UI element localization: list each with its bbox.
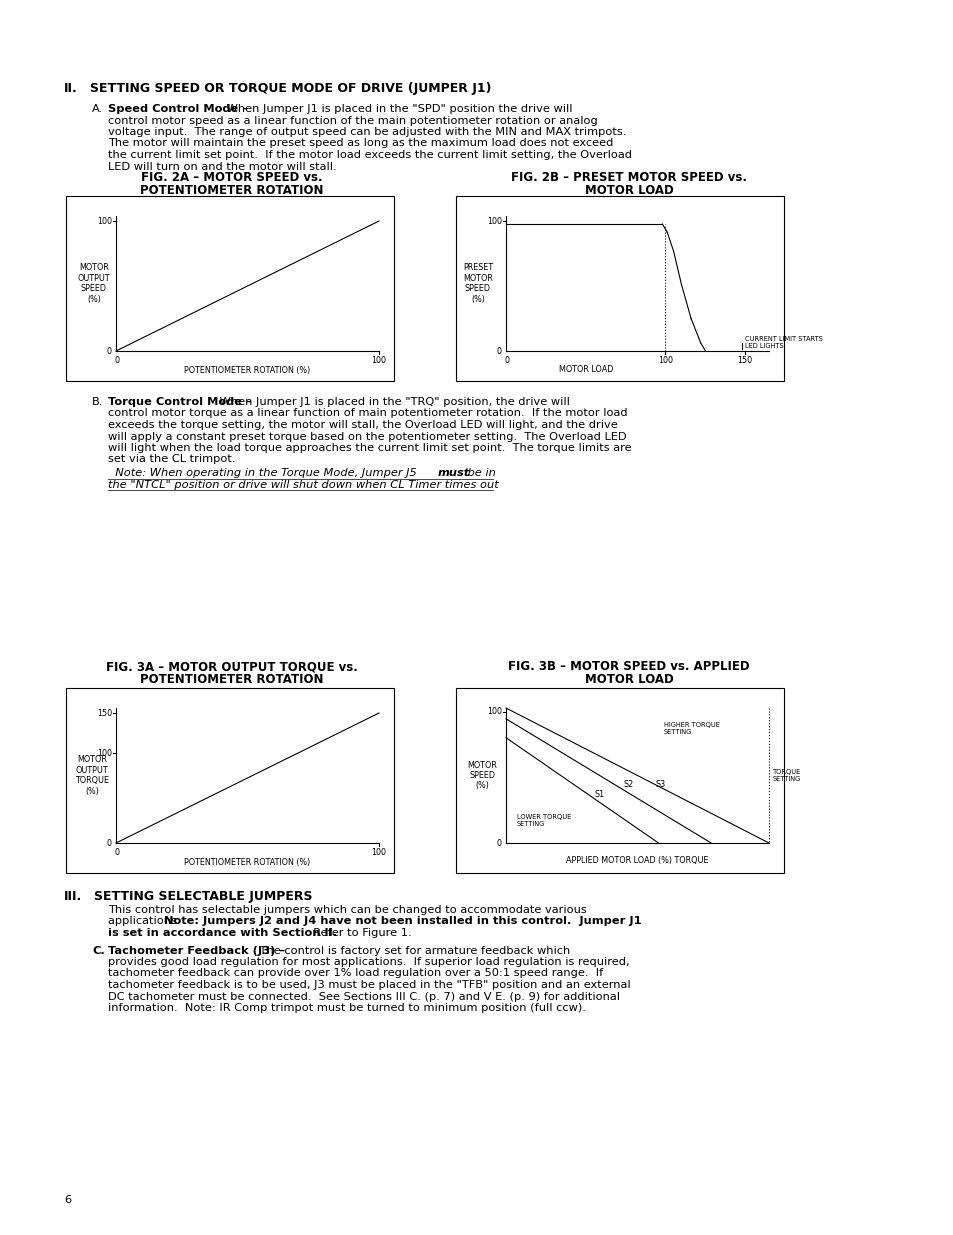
Text: exceeds the torque setting, the motor will stall, the Overload LED will light, a: exceeds the torque setting, the motor wi… — [108, 420, 618, 430]
Text: HIGHER TORQUE
SETTING: HIGHER TORQUE SETTING — [663, 721, 719, 735]
Text: control motor torque as a linear function of main potentiometer rotation.  If th: control motor torque as a linear functio… — [108, 409, 627, 419]
Text: voltage input.  The range of output speed can be adjusted with the MIN and MAX t: voltage input. The range of output speed… — [108, 127, 626, 137]
Text: is set in accordance with Section II.: is set in accordance with Section II. — [108, 927, 336, 939]
Text: MOTOR LOAD: MOTOR LOAD — [584, 673, 673, 685]
Text: provides good load regulation for most applications.  If superior load regulatio: provides good load regulation for most a… — [108, 957, 629, 967]
Text: Tachometer Feedback (J3) –: Tachometer Feedback (J3) – — [108, 946, 285, 956]
Text: Note: Jumpers J2 and J4 have not been installed in this control.  Jumper J1: Note: Jumpers J2 and J4 have not been in… — [164, 916, 640, 926]
Text: the current limit set point.  If the motor load exceeds the current limit settin: the current limit set point. If the moto… — [108, 149, 631, 161]
Text: will light when the load torque approaches the current limit set point.  The tor: will light when the load torque approach… — [108, 443, 631, 453]
Text: control motor speed as a linear function of the main potentiometer rotation or a: control motor speed as a linear function… — [108, 116, 598, 126]
Text: will apply a constant preset torque based on the potentiometer setting.  The Ove: will apply a constant preset torque base… — [108, 431, 626, 441]
Text: S2: S2 — [623, 781, 634, 789]
Text: 100: 100 — [371, 356, 386, 366]
Text: 150: 150 — [97, 709, 112, 718]
Text: 100: 100 — [486, 708, 501, 716]
Text: tachometer feedback can provide over 1% load regulation over a 50:1 speed range.: tachometer feedback can provide over 1% … — [108, 968, 602, 978]
Text: This control has selectable jumpers which can be changed to accommodate various: This control has selectable jumpers whic… — [108, 905, 586, 915]
Text: SETTING SPEED OR TORQUE MODE OF DRIVE (JUMPER J1): SETTING SPEED OR TORQUE MODE OF DRIVE (J… — [90, 82, 491, 95]
Text: The motor will maintain the preset speed as long as the maximum load does not ex: The motor will maintain the preset speed… — [108, 138, 613, 148]
Text: POTENTIOMETER ROTATION (%): POTENTIOMETER ROTATION (%) — [184, 858, 311, 867]
Text: 100: 100 — [97, 748, 112, 757]
Text: S1: S1 — [594, 790, 604, 799]
Text: A.: A. — [91, 104, 103, 114]
Text: FIG. 3B – MOTOR SPEED vs. APPLIED: FIG. 3B – MOTOR SPEED vs. APPLIED — [508, 659, 749, 673]
Text: TORQUE
SETTING: TORQUE SETTING — [772, 769, 801, 782]
Text: APPLIED MOTOR LOAD (%) TORQUE: APPLIED MOTOR LOAD (%) TORQUE — [566, 856, 708, 864]
Text: POTENTIOMETER ROTATION: POTENTIOMETER ROTATION — [140, 184, 323, 198]
Text: 100: 100 — [486, 216, 501, 226]
Text: When Jumper J1 is placed in the "TRQ" position, the drive will: When Jumper J1 is placed in the "TRQ" po… — [215, 396, 569, 408]
Text: CURRENT LIMIT STARTS
LED LIGHTS: CURRENT LIMIT STARTS LED LIGHTS — [744, 336, 822, 350]
Text: applications.: applications. — [108, 916, 188, 926]
Text: S3: S3 — [655, 781, 664, 789]
Text: set via the CL trimpot.: set via the CL trimpot. — [108, 454, 235, 464]
Text: 100: 100 — [658, 356, 672, 366]
Text: information.  Note: IR Comp trimpot must be turned to minimum position (full ccw: information. Note: IR Comp trimpot must … — [108, 1003, 585, 1013]
Text: Speed Control Mode –: Speed Control Mode – — [108, 104, 248, 114]
Text: C.: C. — [91, 946, 105, 956]
Text: Torque Control Mode –: Torque Control Mode – — [108, 396, 252, 408]
Text: FIG. 2A – MOTOR SPEED vs.: FIG. 2A – MOTOR SPEED vs. — [141, 170, 322, 184]
Text: DC tachometer must be connected.  See Sections III C. (p. 7) and V E. (p. 9) for: DC tachometer must be connected. See Sec… — [108, 992, 619, 1002]
Text: 0: 0 — [504, 356, 509, 366]
Text: III.: III. — [64, 890, 82, 903]
Text: LOWER TORQUE
SETTING: LOWER TORQUE SETTING — [516, 814, 570, 826]
Text: MOTOR
OUTPUT
SPEED
(%): MOTOR OUTPUT SPEED (%) — [77, 263, 111, 304]
Text: The control is factory set for armature feedback which: The control is factory set for armature … — [255, 946, 570, 956]
Text: be in: be in — [463, 468, 496, 478]
Text: MOTOR LOAD: MOTOR LOAD — [558, 366, 612, 374]
Text: Refer to Figure 1.: Refer to Figure 1. — [306, 927, 411, 939]
Text: 6: 6 — [64, 1195, 71, 1205]
Text: 0: 0 — [114, 848, 119, 857]
Text: II.: II. — [64, 82, 77, 95]
Text: 0: 0 — [497, 347, 501, 356]
Text: POTENTIOMETER ROTATION (%): POTENTIOMETER ROTATION (%) — [184, 366, 311, 375]
Text: FIG. 3A – MOTOR OUTPUT TORQUE vs.: FIG. 3A – MOTOR OUTPUT TORQUE vs. — [106, 659, 357, 673]
Text: 0: 0 — [114, 356, 119, 366]
Text: MOTOR LOAD: MOTOR LOAD — [584, 184, 673, 198]
Text: tachometer feedback is to be used, J3 must be placed in the "TFB" position and a: tachometer feedback is to be used, J3 mu… — [108, 981, 630, 990]
Text: 100: 100 — [97, 216, 112, 226]
Text: FIG. 2B – PRESET MOTOR SPEED vs.: FIG. 2B – PRESET MOTOR SPEED vs. — [511, 170, 746, 184]
Text: .: . — [488, 479, 491, 489]
Text: MOTOR
OUTPUT
TORQUE
(%): MOTOR OUTPUT TORQUE (%) — [75, 756, 109, 795]
Text: SETTING SELECTABLE JUMPERS: SETTING SELECTABLE JUMPERS — [94, 890, 313, 903]
Text: 0: 0 — [107, 839, 112, 847]
Text: 100: 100 — [371, 848, 386, 857]
Text: must: must — [437, 468, 470, 478]
Text: When Jumper J1 is placed in the "SPD" position the drive will: When Jumper J1 is placed in the "SPD" po… — [223, 104, 572, 114]
Text: Note: When operating in the Torque Mode, Jumper J5: Note: When operating in the Torque Mode,… — [108, 468, 420, 478]
Text: B.: B. — [91, 396, 103, 408]
Text: LED will turn on and the motor will stall.: LED will turn on and the motor will stal… — [108, 162, 336, 172]
Text: 0: 0 — [107, 347, 112, 356]
Text: 150: 150 — [737, 356, 752, 366]
Text: 0: 0 — [497, 839, 501, 847]
Text: PRESET
MOTOR
SPEED
(%): PRESET MOTOR SPEED (%) — [462, 263, 493, 304]
Text: POTENTIOMETER ROTATION: POTENTIOMETER ROTATION — [140, 673, 323, 685]
Text: the "NTCL" position or drive will shut down when CL Timer times out: the "NTCL" position or drive will shut d… — [108, 479, 498, 489]
Text: MOTOR
SPEED
(%): MOTOR SPEED (%) — [467, 761, 497, 790]
